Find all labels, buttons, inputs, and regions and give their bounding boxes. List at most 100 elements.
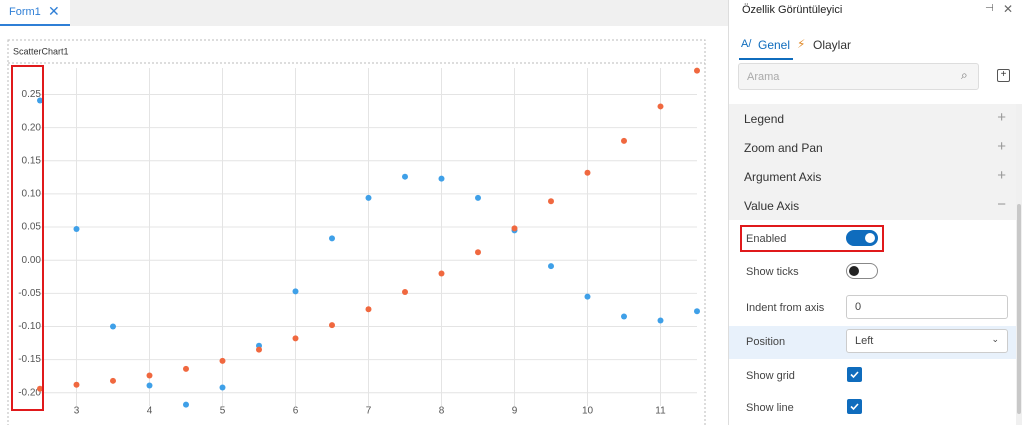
- icon: A/: [741, 38, 752, 50]
- point: [110, 377, 116, 384]
- search-box[interactable]: Arama ⌕: [738, 63, 979, 90]
- tab-label: Form1: [9, 6, 41, 18]
- property-row: Show grid: [729, 360, 1016, 393]
- x-tick-label: 4: [147, 406, 153, 417]
- section[interactable]: Zoom and Pan +: [729, 133, 1016, 163]
- x-tick-label: 7: [366, 406, 372, 417]
- point: [146, 382, 153, 389]
- y-tick-label: 0.00: [22, 255, 42, 266]
- point: [584, 169, 591, 176]
- y-tick-label: 0.10: [22, 189, 42, 200]
- highlight-box: [740, 225, 884, 252]
- x-tick-label: 10: [582, 406, 594, 417]
- close-icon[interactable]: ✕: [1003, 2, 1014, 16]
- tab-bar: Form1 ✕: [0, 0, 728, 26]
- point: [584, 293, 591, 300]
- property-panel: Özellik Görüntüleyici ⊣ ✕ A/ Genel ⚡ Ola…: [728, 0, 1024, 425]
- property-row: Show line: [729, 392, 1016, 425]
- close-icon[interactable]: ✕: [48, 3, 60, 19]
- property-row: Enabled: [729, 223, 1016, 256]
- point: [292, 335, 299, 342]
- point: [475, 194, 481, 201]
- property-label: Position: [746, 336, 786, 348]
- property-label: Show grid: [746, 370, 795, 382]
- chart-title: ScatterChart1: [13, 46, 69, 56]
- point: [329, 322, 335, 329]
- toggle[interactable]: [846, 230, 878, 246]
- point: [511, 225, 518, 232]
- y-tick-label: 0.05: [22, 222, 42, 233]
- chevron: ⌄: [991, 334, 999, 344]
- search-placeholder: Arama: [747, 71, 780, 83]
- property-label: Enabled: [746, 233, 787, 245]
- x-tick-label: 8: [439, 406, 445, 417]
- point: [219, 357, 226, 364]
- property-row: Show ticks: [729, 256, 1016, 289]
- section-label: Legend: [744, 112, 785, 126]
- checkbox[interactable]: [847, 367, 862, 382]
- section[interactable]: Legend +: [729, 104, 1016, 134]
- point: [475, 249, 481, 256]
- dropdown[interactable]: Left ⌄: [846, 329, 1008, 353]
- toggle[interactable]: [846, 263, 878, 279]
- section[interactable]: Argument Axis +: [729, 162, 1016, 192]
- section-label: Zoom and Pan: [744, 141, 823, 155]
- dropdown-value: Left: [855, 335, 874, 347]
- add-button[interactable]: +: [997, 69, 1010, 82]
- point: [183, 365, 189, 372]
- point: [621, 313, 627, 320]
- icon: ⚡: [797, 37, 806, 51]
- point: [694, 67, 700, 74]
- y-tick-label: 0.20: [22, 122, 42, 133]
- section[interactable]: Value Axis −: [729, 191, 1016, 221]
- point: [183, 401, 189, 408]
- y-tick-label: 0.25: [22, 89, 42, 100]
- checkbox[interactable]: [847, 399, 862, 414]
- point: [73, 226, 80, 233]
- x-tick-label: 6: [293, 406, 299, 417]
- tab-label: Genel: [758, 38, 791, 52]
- point: [438, 270, 445, 277]
- tab-general[interactable]: A/ Genel: [739, 36, 793, 60]
- point: [621, 137, 627, 144]
- chart: ScatterChart1 -0.20 -0.15 -0.10 -0.05 0.00 0.…: [7, 39, 706, 425]
- pin-icon[interactable]: ⊣: [985, 3, 994, 14]
- point: [219, 384, 226, 391]
- y-tick-label: -0.05: [18, 288, 41, 299]
- text-input[interactable]: 0: [846, 295, 1008, 319]
- point: [256, 346, 262, 353]
- point: [657, 317, 664, 324]
- x-tick-label: 5: [220, 406, 226, 417]
- point: [110, 323, 116, 330]
- chart-border: [7, 39, 706, 425]
- search-icon: ⌕: [961, 68, 968, 82]
- tab-label: Olaylar: [813, 38, 852, 52]
- x-tick-label: 3: [74, 406, 80, 417]
- property-label: Show ticks: [746, 266, 799, 278]
- panel-title: Özellik Görüntüleyici: [742, 4, 843, 16]
- property-row: Indent from axis 0: [729, 292, 1016, 325]
- property-label: Show line: [746, 402, 794, 414]
- x-tick-label: 11: [655, 406, 666, 417]
- x-tick-label: 9: [512, 406, 518, 417]
- section-label: Argument Axis: [744, 170, 822, 184]
- y-tick-label: -0.10: [18, 321, 41, 332]
- property-row: Position Left ⌄: [729, 326, 1016, 359]
- tab-events[interactable]: ⚡ Olaylar: [797, 36, 857, 58]
- point: [548, 263, 554, 270]
- property-label: Indent from axis: [746, 302, 825, 314]
- point: [329, 235, 335, 242]
- point: [37, 97, 43, 104]
- y-tick-label: 0.15: [22, 155, 42, 166]
- y-tick-label: -0.20: [18, 387, 41, 398]
- point: [657, 103, 664, 110]
- scrollbar[interactable]: [1016, 104, 1022, 425]
- point: [292, 288, 299, 295]
- tab[interactable]: Form1 ✕: [0, 0, 70, 26]
- section-label: Value Axis: [744, 199, 800, 213]
- highlight-box: [11, 65, 44, 411]
- point: [694, 308, 700, 315]
- point: [402, 173, 408, 180]
- point: [146, 372, 153, 379]
